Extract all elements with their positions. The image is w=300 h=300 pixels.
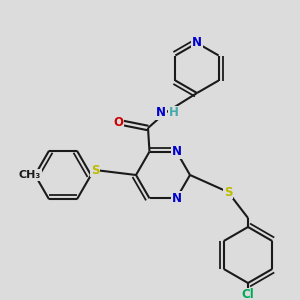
Text: H: H [169,106,179,119]
Text: CH₃: CH₃ [19,170,41,180]
Text: N: N [172,192,182,205]
Text: S: S [91,164,99,176]
Text: N: N [172,145,182,158]
Text: N: N [156,106,166,119]
Text: O: O [113,116,123,128]
Text: Cl: Cl [242,289,254,300]
Text: N: N [192,37,202,50]
Text: S: S [224,185,232,199]
